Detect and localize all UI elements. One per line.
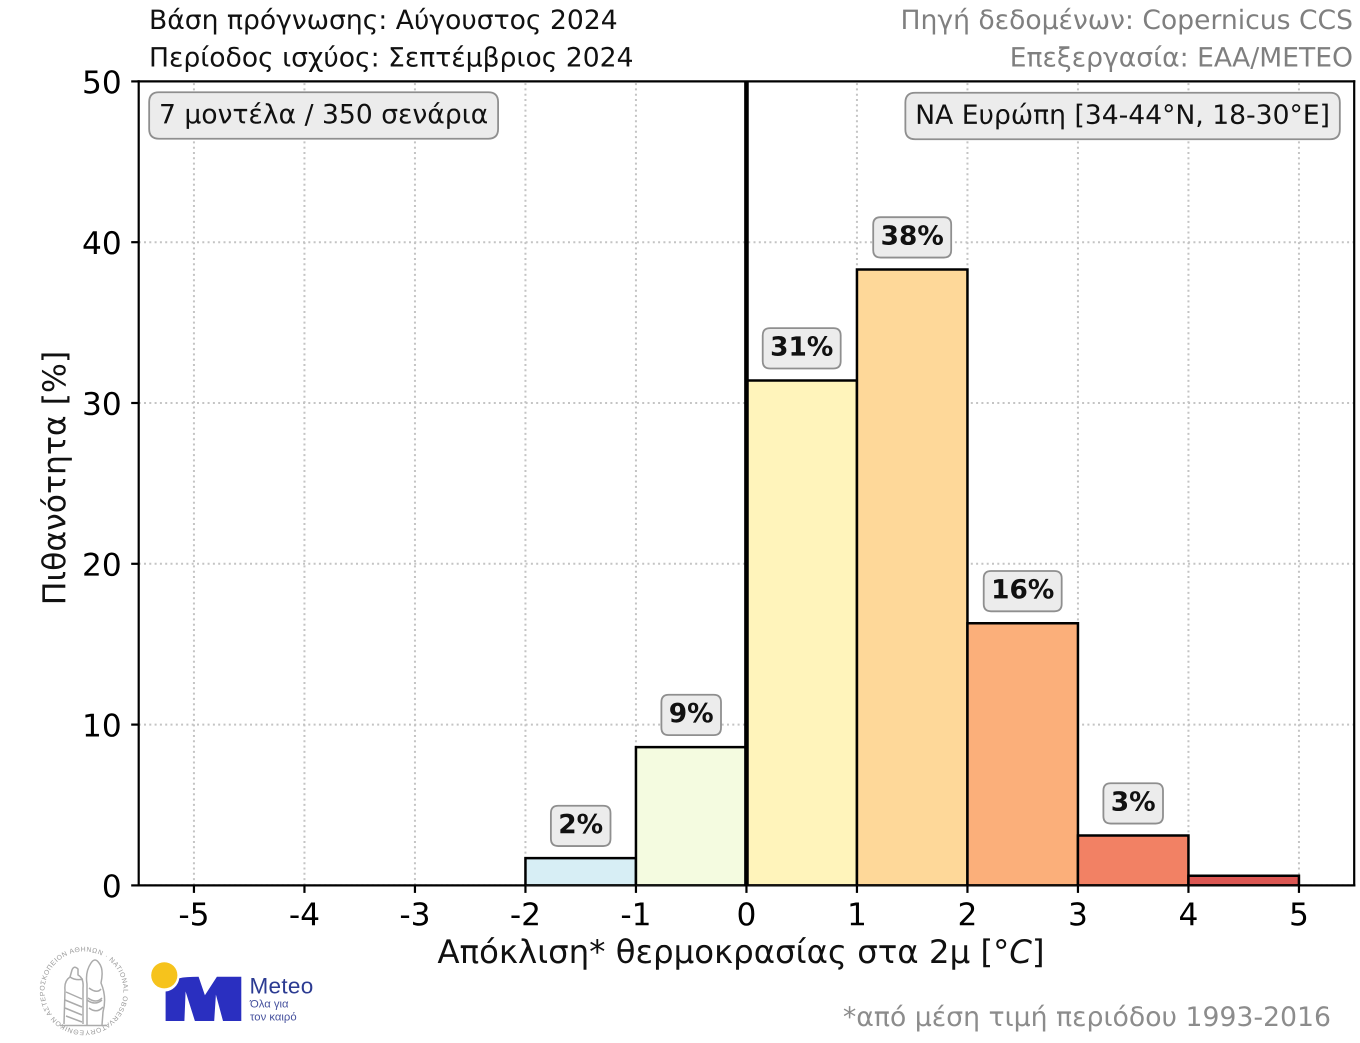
svg-text:Όλα για: Όλα για bbox=[249, 998, 289, 1010]
svg-text:τον καιρό: τον καιρό bbox=[250, 1011, 297, 1023]
svg-text:ΕΘΝΙΚΟΝ ΑΣΤΕΡΟΣΚΟΠΕΙΟΝ ΑΘΗΝΩΝ: ΕΘΝΙΚΟΝ ΑΣΤΕΡΟΣΚΟΠΕΙΟΝ ΑΘΗΝΩΝ · NATIONAL… bbox=[0, 0, 129, 1036]
svg-text:Meteo: Meteo bbox=[250, 974, 314, 999]
